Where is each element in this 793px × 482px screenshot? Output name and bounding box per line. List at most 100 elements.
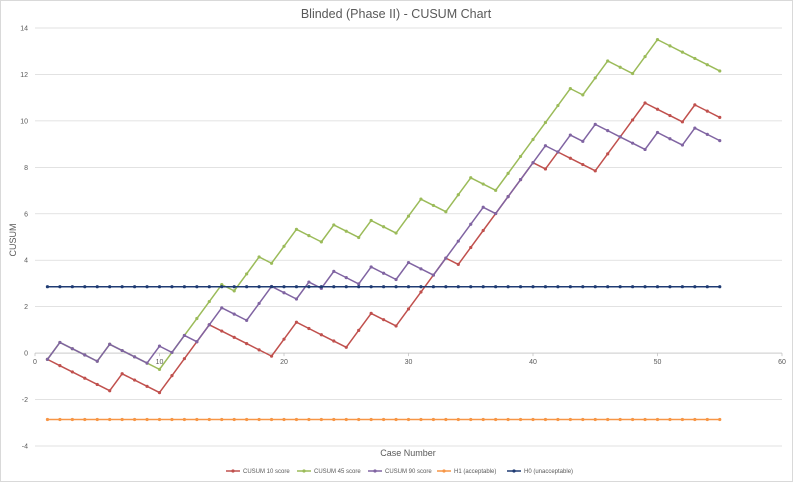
data-point <box>593 417 597 422</box>
data-point <box>581 93 585 97</box>
data-point <box>232 417 236 422</box>
data-point <box>606 285 610 289</box>
legend-item: H1 (acceptable) <box>437 469 496 475</box>
data-point <box>382 285 386 289</box>
data-point <box>70 370 74 374</box>
data-point <box>606 152 610 156</box>
data-point <box>357 417 361 422</box>
data-point <box>294 285 299 289</box>
data-point <box>680 143 685 147</box>
data-point <box>133 378 137 382</box>
y-tick-label: 8 <box>24 165 28 172</box>
data-point <box>406 260 411 265</box>
data-point <box>369 417 373 422</box>
y-tick-label: -2 <box>22 397 28 404</box>
data-point <box>631 285 635 289</box>
data-point <box>643 417 647 422</box>
data-point <box>195 340 199 344</box>
data-point <box>469 245 473 250</box>
chart-title: Blinded (Phase II) - CUSUM Chart <box>301 7 492 21</box>
data-point <box>518 285 523 289</box>
data-point <box>382 417 386 422</box>
data-point <box>344 276 348 280</box>
data-point <box>718 139 722 143</box>
data-point <box>568 133 572 137</box>
data-point <box>444 417 448 422</box>
data-point <box>718 69 722 73</box>
data-point <box>357 282 361 286</box>
data-point <box>494 417 498 422</box>
data-point <box>718 417 722 422</box>
data-point <box>344 229 348 233</box>
axes: -4 -2 0 2 4 6 8 10 12 14 0 10 20 30 40 50 60 <box>20 26 786 451</box>
data-point <box>195 285 199 289</box>
data-point <box>220 329 224 333</box>
data-point <box>157 367 162 371</box>
data-point <box>282 244 286 248</box>
y-tick-label: 6 <box>24 211 28 218</box>
data-point <box>469 285 473 289</box>
data-point <box>444 256 448 260</box>
data-point <box>45 417 50 422</box>
data-point <box>120 285 124 289</box>
data-point <box>257 348 261 352</box>
data-point <box>245 417 249 422</box>
data-point <box>332 417 336 422</box>
series-h0-unacceptable <box>45 285 722 289</box>
data-point <box>419 197 423 201</box>
legend-swatch-marker <box>442 469 446 473</box>
data-point <box>469 417 473 422</box>
legend-label: H0 (unacceptable) <box>524 469 573 475</box>
data-point <box>344 285 348 289</box>
data-point <box>705 109 709 113</box>
data-point <box>481 285 485 289</box>
data-point <box>282 417 286 422</box>
data-point <box>220 417 224 422</box>
data-point <box>332 223 336 227</box>
data-point <box>406 214 411 218</box>
data-point <box>245 318 249 322</box>
data-point <box>394 417 398 422</box>
data-point <box>170 285 174 289</box>
data-point <box>369 218 373 223</box>
data-point <box>494 188 498 192</box>
data-point <box>294 297 299 301</box>
data-point <box>83 417 87 422</box>
data-point <box>294 227 299 231</box>
series-h1-acceptable <box>45 417 722 422</box>
data-point <box>83 353 87 357</box>
data-point <box>382 318 386 322</box>
data-point <box>506 285 510 289</box>
data-point <box>58 340 62 345</box>
legend-label: CUSUM 90 score <box>385 469 432 475</box>
x-tick-label: 60 <box>778 359 786 366</box>
data-point <box>45 285 50 289</box>
data-point <box>369 265 373 269</box>
data-point <box>394 231 398 235</box>
data-point <box>456 239 460 243</box>
data-point <box>581 285 585 289</box>
data-point <box>58 364 62 368</box>
data-point <box>133 285 137 289</box>
data-point <box>444 285 448 289</box>
y-tick-label: 0 <box>24 351 28 358</box>
data-point <box>456 262 460 267</box>
data-point <box>394 277 398 282</box>
data-point <box>245 272 249 276</box>
data-point <box>282 285 286 289</box>
series-lines <box>45 38 722 422</box>
data-point <box>618 65 622 69</box>
data-point <box>618 417 622 422</box>
data-point <box>705 285 709 289</box>
data-point <box>718 115 722 120</box>
data-point <box>456 417 460 422</box>
data-point <box>269 285 274 289</box>
data-point <box>655 38 660 42</box>
data-point <box>618 135 622 139</box>
data-point <box>643 285 647 289</box>
x-tick-label: 20 <box>280 359 288 366</box>
data-point <box>70 285 74 289</box>
data-point <box>456 285 460 289</box>
data-point <box>668 113 672 118</box>
